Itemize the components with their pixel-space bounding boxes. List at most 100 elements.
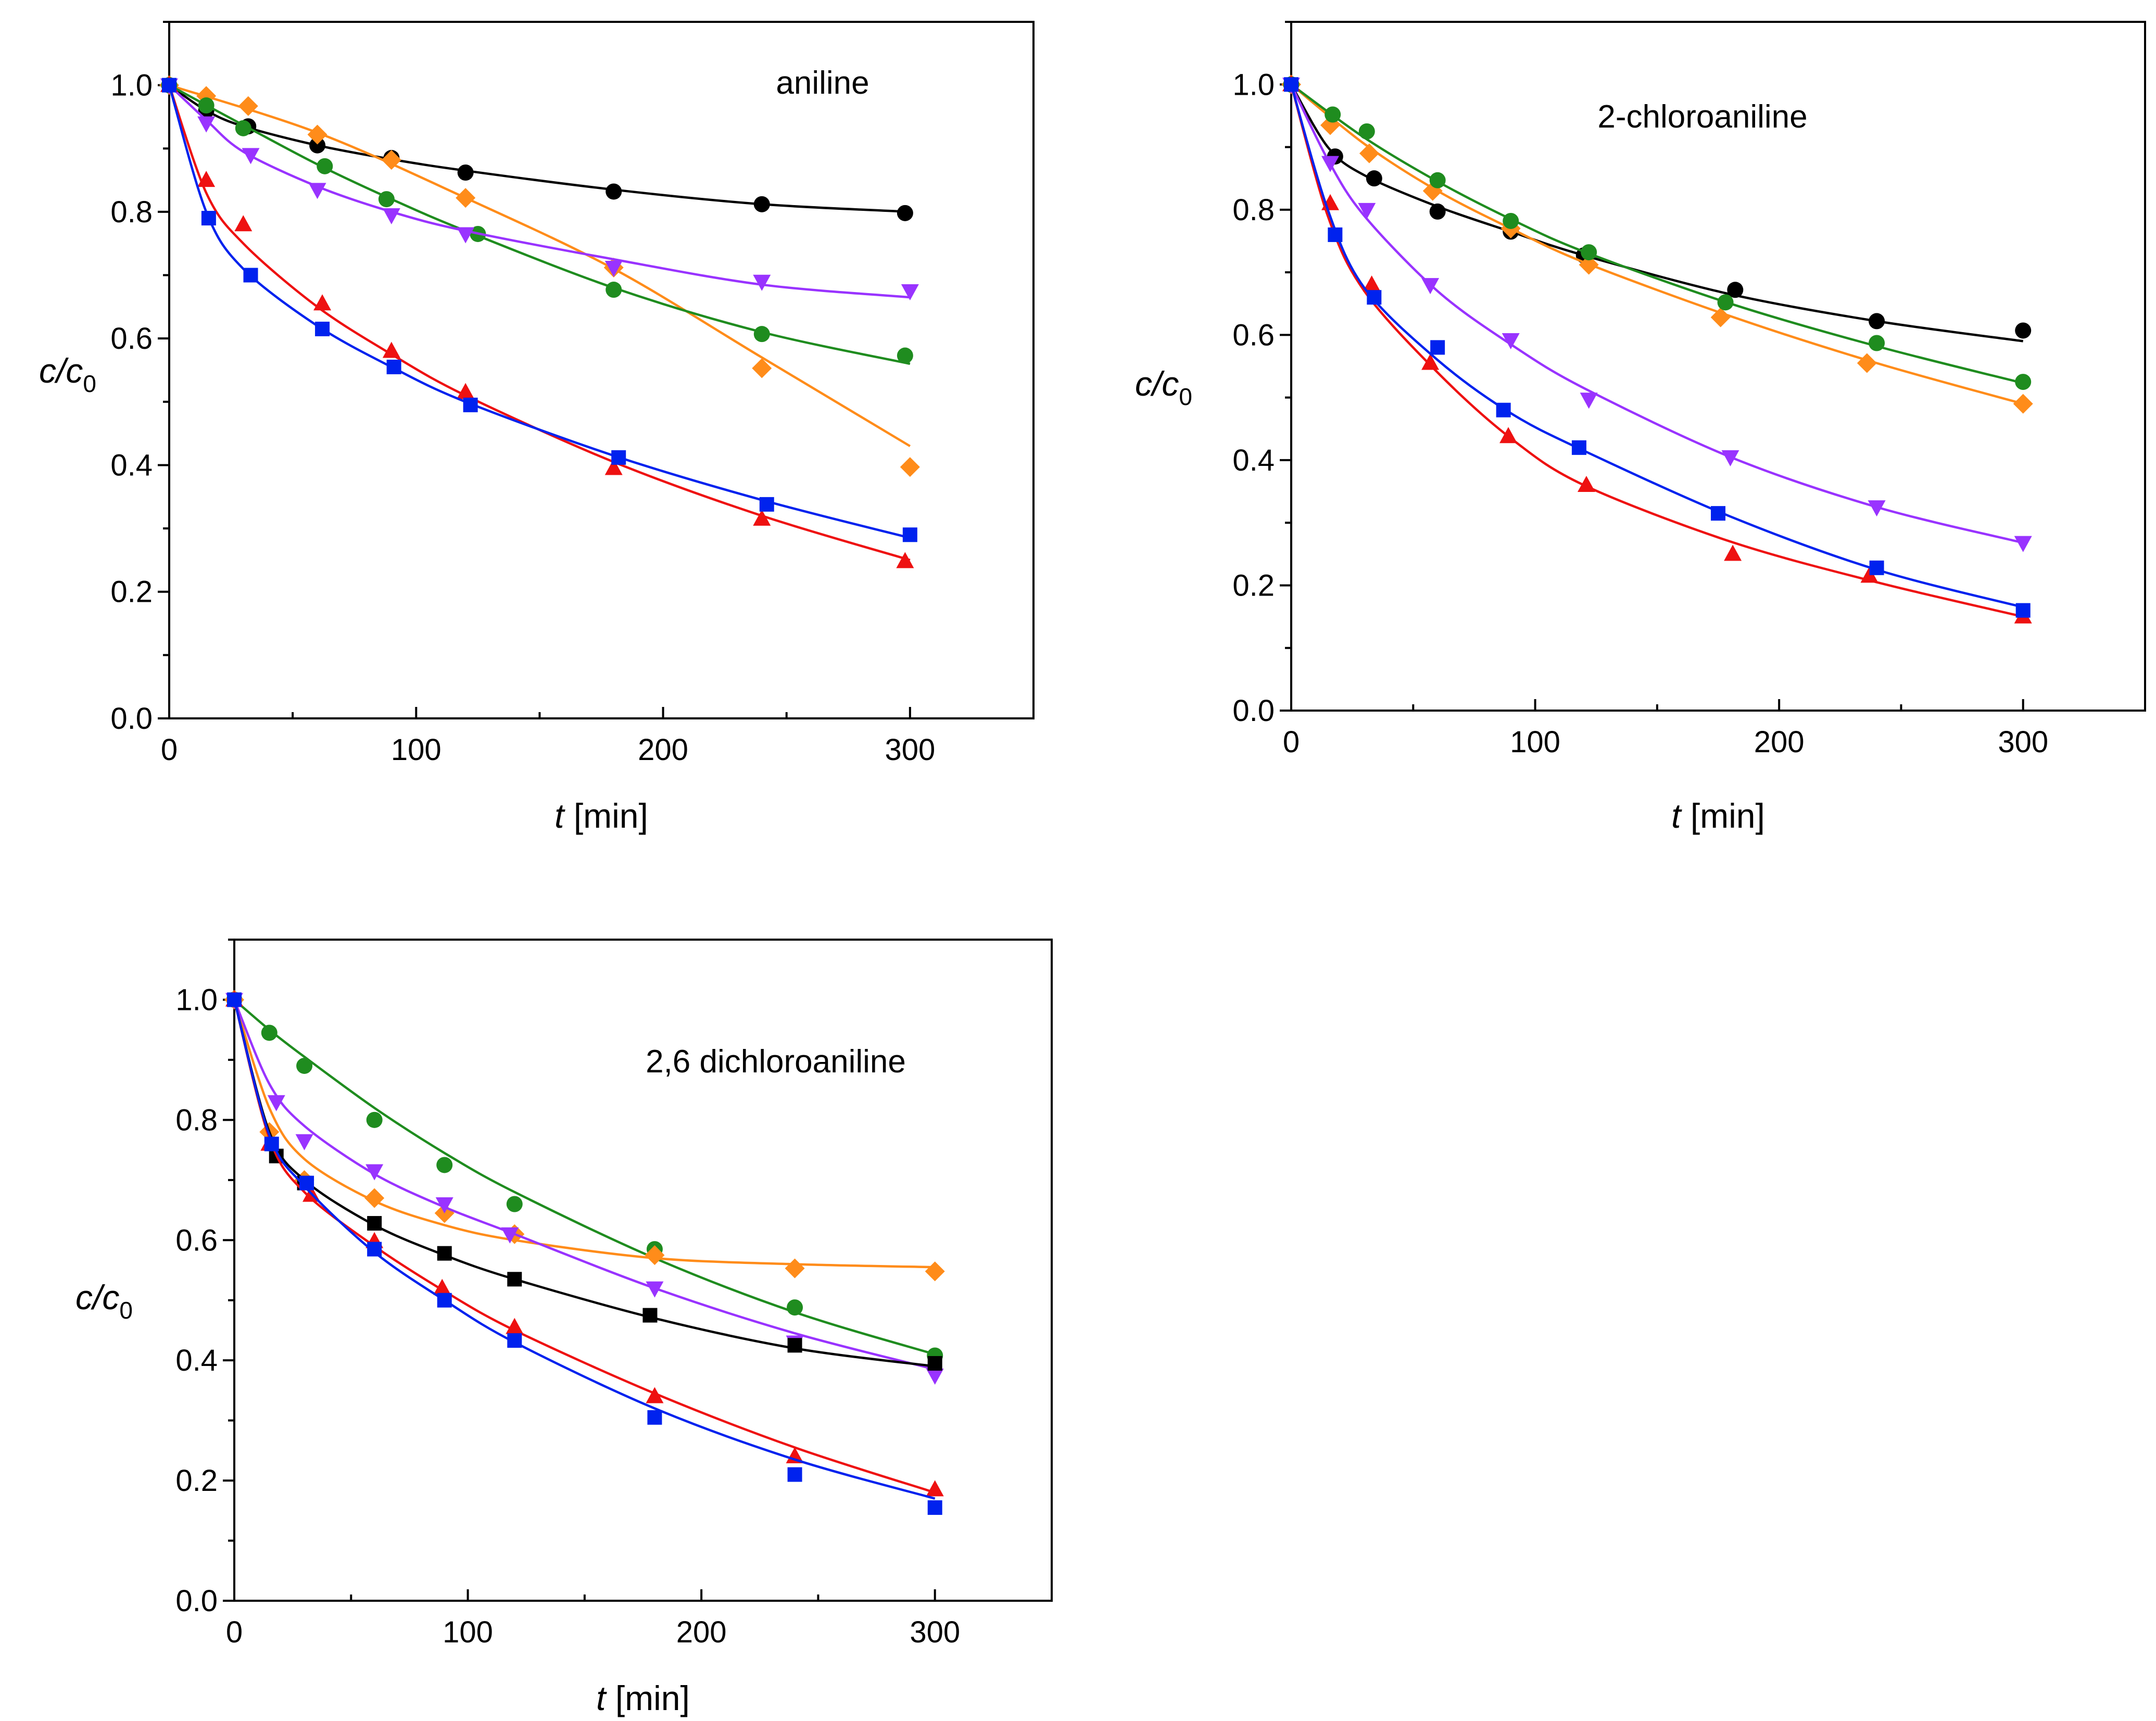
y-tick-label: 0.6	[1232, 318, 1275, 352]
data-point	[1869, 313, 1885, 330]
y-tick-label: 0.4	[175, 1344, 218, 1377]
data-point	[463, 397, 478, 412]
y-tick-label: 0.8	[175, 1103, 218, 1137]
series-1	[224, 990, 945, 1282]
data-point	[902, 527, 917, 542]
x-tick-label: 100	[1510, 725, 1560, 759]
data-point	[646, 1281, 664, 1298]
data-point	[456, 188, 476, 208]
data-point	[606, 183, 622, 200]
x-tick-label: 100	[443, 1615, 493, 1649]
chart-panel-2-chloroaniline: 0 100 200 300 0.0 0.2 0.4 0.6 0.8 1.0 t [min] c/c0 2…	[1135, 21, 2146, 835]
fit-line	[1290, 84, 2024, 609]
data-point	[611, 450, 626, 465]
x-tick-label: 0	[226, 1615, 243, 1649]
data-point	[1579, 255, 1599, 275]
series-2	[1283, 76, 2032, 390]
series-2	[225, 993, 944, 1385]
data-point	[1284, 77, 1298, 92]
data-point	[243, 268, 258, 283]
data-point	[1860, 566, 1878, 583]
y-axis: 0.0 0.2 0.4 0.6 0.8 1.0	[1232, 21, 1291, 728]
data-point	[1869, 335, 1885, 351]
plot-frame	[233, 939, 1053, 1602]
data-point	[752, 358, 772, 378]
data-point	[2015, 603, 2031, 618]
data-point	[1321, 156, 1339, 172]
data-point	[787, 1338, 802, 1353]
data-point	[1868, 500, 1886, 517]
data-point	[242, 148, 260, 164]
data-point	[897, 205, 913, 221]
x-tick-label: 200	[638, 733, 688, 767]
data-point	[227, 992, 242, 1007]
plot-frame	[1290, 21, 2146, 712]
y-axis-title: c/c0	[75, 1278, 133, 1324]
y-axis-title: c/c0	[1135, 364, 1192, 410]
data-point	[2015, 374, 2032, 390]
data-point	[1358, 123, 1375, 140]
data-point	[1496, 402, 1511, 417]
panel-title: 2-chloroaniline	[1597, 99, 1807, 135]
data-point	[927, 1356, 942, 1371]
data-point	[308, 183, 326, 199]
data-point	[365, 1164, 384, 1181]
data-point	[604, 260, 623, 277]
x-tick-label: 300	[910, 1615, 960, 1649]
data-point	[1366, 170, 1382, 187]
series-5	[162, 78, 917, 542]
data-point	[315, 321, 330, 336]
data-point	[1325, 106, 1341, 123]
data-point	[1727, 282, 1744, 298]
data-point	[1711, 506, 1725, 521]
data-point	[198, 97, 215, 114]
data-point	[507, 1272, 522, 1287]
data-point	[753, 509, 771, 526]
data-point	[900, 457, 920, 477]
data-point	[927, 1500, 942, 1515]
data-point	[642, 1308, 658, 1323]
data-point	[2015, 322, 2032, 339]
data-point	[645, 1245, 665, 1266]
data-point	[1869, 560, 1884, 575]
fit-line	[168, 84, 911, 365]
data-point	[785, 1258, 805, 1279]
data-point	[506, 1196, 523, 1212]
data-point	[433, 1279, 451, 1295]
data-point	[506, 1318, 524, 1334]
data-point	[926, 1480, 944, 1497]
fit-line	[168, 84, 911, 299]
data-point	[759, 497, 774, 512]
fit-line	[168, 84, 911, 562]
data-point	[901, 284, 919, 300]
data-point	[1717, 294, 1734, 311]
data-point	[436, 1157, 453, 1173]
panel-title: aniline	[776, 65, 869, 101]
data-point	[309, 137, 326, 154]
data-point	[386, 359, 401, 374]
data-point	[1358, 203, 1376, 219]
fit-line	[1290, 84, 2024, 618]
data-point	[366, 1111, 383, 1128]
x-tick-label: 0	[161, 733, 178, 767]
data-point	[604, 459, 623, 475]
data-point	[437, 1246, 452, 1261]
y-axis: 0.0 0.2 0.4 0.6 0.8 1.0	[110, 21, 169, 736]
series-3	[1282, 78, 2032, 552]
data-point	[2013, 394, 2033, 414]
data-point	[2014, 536, 2032, 552]
data-point	[264, 1136, 279, 1151]
series-5	[1284, 77, 2031, 618]
y-tick-label: 1.0	[110, 69, 153, 103]
data-point	[1430, 340, 1445, 355]
data-point	[378, 191, 395, 208]
data-point	[296, 1057, 313, 1074]
data-point	[317, 158, 333, 174]
data-point	[1857, 353, 1877, 373]
fit-line	[1290, 84, 2024, 544]
y-tick-label: 1.0	[175, 983, 218, 1017]
y-axis: 0.0 0.2 0.4 0.6 0.8 1.0	[175, 939, 234, 1618]
data-point	[606, 282, 622, 298]
y-tick-label: 0.4	[110, 448, 153, 482]
